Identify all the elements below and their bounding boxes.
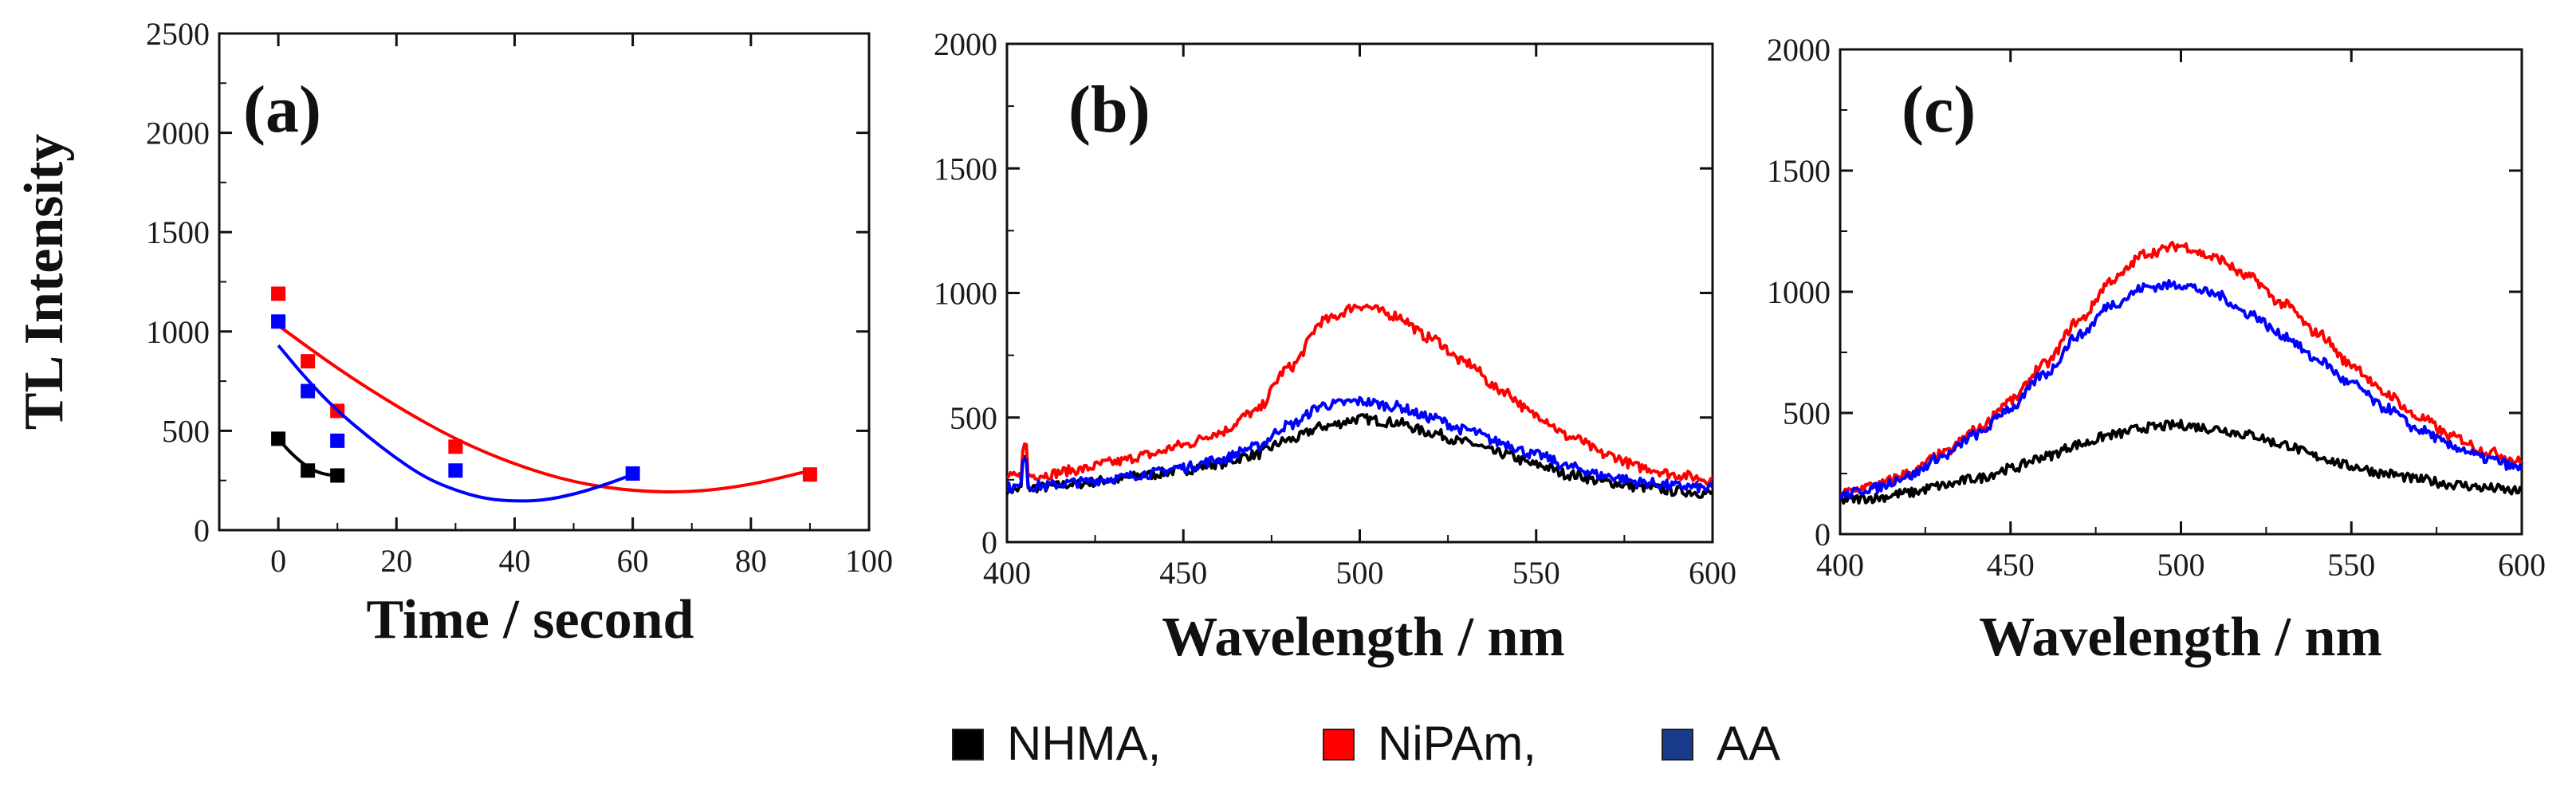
data-point-aa bbox=[625, 466, 640, 481]
x-axis-label: Time / second bbox=[367, 589, 694, 651]
plot-area bbox=[1007, 303, 1713, 499]
legend-swatch bbox=[1662, 729, 1693, 761]
legend-label: AA bbox=[1717, 717, 1780, 770]
y-tick-label: 1500 bbox=[934, 151, 997, 187]
y-tick-label: 1000 bbox=[1767, 274, 1831, 310]
x-tick-label: 450 bbox=[1987, 547, 2035, 583]
data-point-nhma bbox=[330, 468, 345, 483]
panel-label: (c) bbox=[1902, 73, 1976, 147]
y-tick-label: 0 bbox=[981, 525, 997, 560]
y-tick-label: 2500 bbox=[146, 16, 210, 52]
y-tick-label: 0 bbox=[1815, 517, 1831, 552]
data-point-nipam bbox=[301, 354, 316, 369]
x-tick-label: 550 bbox=[1512, 555, 1560, 591]
x-tick-label: 550 bbox=[2327, 547, 2375, 583]
data-point-aa bbox=[301, 383, 316, 399]
y-tick-label: 1500 bbox=[146, 214, 210, 250]
x-tick-label: 40 bbox=[498, 543, 530, 579]
panel-label: (a) bbox=[243, 73, 321, 147]
chart-panel-b: 400 450 500 550 600 0 500 1000 1500 2000 Wavelengt… bbox=[934, 26, 1736, 668]
x-tick-label: 400 bbox=[983, 555, 1031, 591]
y-axis-label: TL Intensity bbox=[14, 134, 75, 430]
legend-label: NHMA, bbox=[1007, 717, 1161, 770]
x-tick-label: 60 bbox=[617, 543, 649, 579]
x-tick-label: 500 bbox=[2157, 547, 2205, 583]
data-point-aa bbox=[330, 433, 345, 448]
x-tick-label: 80 bbox=[735, 543, 767, 579]
x-tick-label: 600 bbox=[2498, 547, 2546, 583]
fit-curve-aa bbox=[277, 344, 634, 503]
chart-panel-c: 400 450 500 550 600 0 500 1000 1500 2000 Wavelengt… bbox=[1767, 32, 2546, 668]
panel-label: (b) bbox=[1068, 73, 1150, 147]
y-tick-label: 0 bbox=[194, 513, 210, 548]
x-tick-label: 500 bbox=[1336, 555, 1384, 591]
plot-area bbox=[271, 286, 817, 503]
spectrum-line-nhma bbox=[1840, 419, 2522, 505]
x-tick-label: 20 bbox=[380, 543, 412, 579]
x-tick-label: 100 bbox=[845, 543, 893, 579]
x-axis-label: Wavelength / nm bbox=[1979, 607, 2382, 668]
legend: NHMA, NiPAm, AA bbox=[952, 717, 1780, 770]
spectrum-line-nipam bbox=[1840, 241, 2522, 497]
y-tick-label: 2000 bbox=[1767, 32, 1831, 68]
y-tick-label: 500 bbox=[950, 400, 997, 436]
legend-swatch bbox=[1323, 729, 1355, 761]
data-point-nhma bbox=[271, 431, 286, 446]
spectrum-line-aa bbox=[1840, 279, 2522, 500]
y-tick-label: 500 bbox=[1783, 395, 1831, 431]
y-tick-label: 500 bbox=[162, 413, 210, 449]
x-tick-label: 400 bbox=[1816, 547, 1864, 583]
data-point-nhma bbox=[301, 463, 316, 478]
x-tick-label: 0 bbox=[270, 543, 286, 579]
data-point-nipam bbox=[802, 467, 817, 482]
y-tick-label: 1000 bbox=[146, 314, 210, 350]
plot-area bbox=[1840, 241, 2522, 505]
legend-swatch bbox=[952, 729, 984, 761]
data-point-nipam bbox=[448, 439, 463, 454]
spectrum-line-nipam bbox=[1007, 303, 1713, 486]
fit-curve-nipam bbox=[277, 324, 811, 494]
y-tick-label: 1000 bbox=[934, 276, 997, 312]
data-point-nipam bbox=[271, 286, 286, 301]
x-axis-label: Wavelength / nm bbox=[1162, 607, 1565, 668]
y-tick-label: 2000 bbox=[146, 116, 210, 151]
y-tick-label: 1500 bbox=[1767, 153, 1831, 189]
data-point-aa bbox=[271, 314, 286, 329]
legend-label: NiPAm, bbox=[1378, 717, 1536, 770]
x-tick-label: 600 bbox=[1689, 555, 1736, 591]
spectrum-line-aa bbox=[1007, 395, 1713, 494]
data-point-aa bbox=[448, 463, 463, 478]
y-tick-label: 2000 bbox=[934, 26, 997, 62]
x-tick-label: 450 bbox=[1159, 555, 1207, 591]
